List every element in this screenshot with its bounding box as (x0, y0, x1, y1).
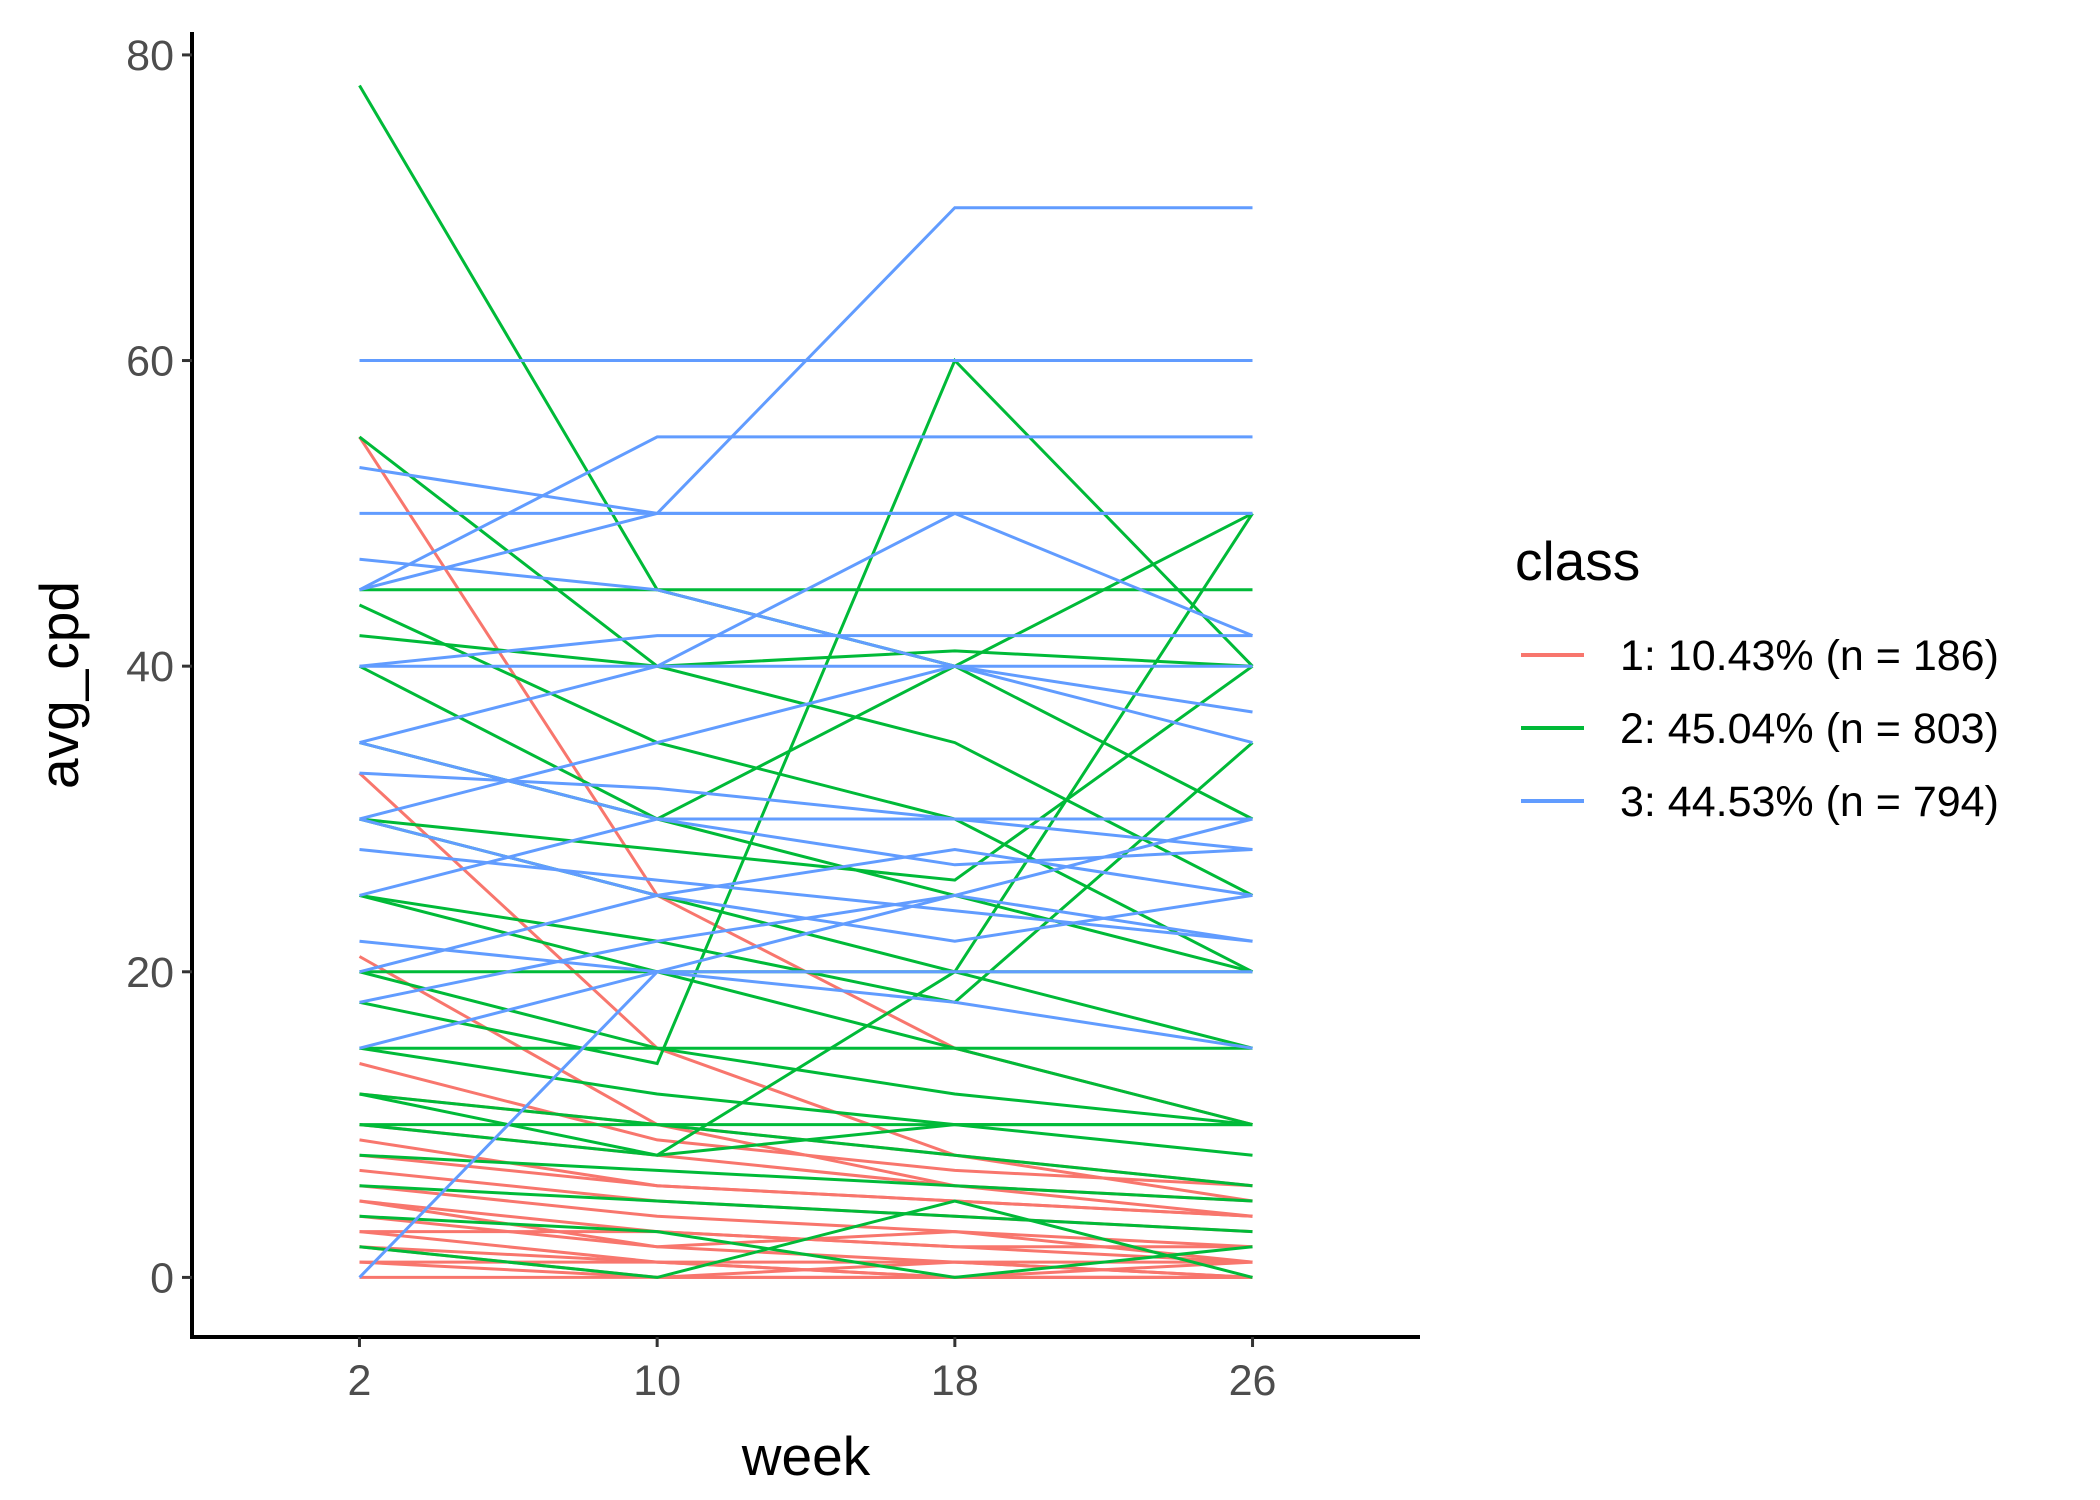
x-axis-title: week (741, 1425, 871, 1487)
legend-item: 2: 45.04% (n = 803) (1521, 705, 1999, 753)
trajectory-line (359, 511, 1254, 745)
legend-label: 1: 10.43% (n = 186) (1620, 632, 1999, 680)
trajectory-line (359, 357, 1254, 1066)
trajectory-line (359, 1062, 1253, 1188)
axes: 0 20 40 60 80 2 10 18 26 week avg_cpd (28, 32, 1420, 1487)
x-tick-label: 2 (347, 1357, 371, 1405)
trajectory-line (359, 634, 1253, 668)
y-tick-label: 60 (126, 338, 174, 386)
trajectory-line (359, 848, 1253, 943)
legend: class 1: 10.43% (n = 186) 2: 45.04% (n = … (1515, 530, 1999, 826)
y-tick-label: 0 (150, 1254, 174, 1302)
y-tick-label: 40 (126, 643, 174, 691)
trajectory-line (359, 817, 1253, 943)
trajectory-line (359, 1199, 1253, 1279)
trajectory-line (359, 466, 1253, 515)
trajectory-line (359, 1153, 1253, 1203)
x-tick-label: 10 (633, 1357, 681, 1405)
legend-label: 2: 45.04% (n = 803) (1620, 705, 1999, 753)
legend-item: 1: 10.43% (n = 186) (1521, 632, 1999, 680)
legend-label: 3: 44.53% (n = 794) (1620, 778, 1999, 826)
trajectory-line (359, 893, 1253, 1127)
y-tick-label: 80 (126, 32, 174, 80)
y-axis-ticks: 0 20 40 60 80 (126, 32, 192, 1302)
trajectory-line (359, 1214, 1253, 1279)
plot-area (358, 84, 1254, 1279)
trajectory-line (359, 634, 1253, 668)
trajectory-line (359, 939, 1253, 1050)
trajectory-line (359, 1184, 1253, 1234)
trajectory-line (359, 970, 1253, 1050)
trajectory-line (358, 817, 1253, 1279)
x-tick-label: 26 (1229, 1357, 1277, 1405)
x-tick-label: 18 (931, 1357, 979, 1405)
trajectory-line (359, 1153, 1253, 1218)
trajectory-line (359, 206, 1253, 592)
legend-title: class (1515, 530, 1640, 592)
trajectory-line (359, 847, 1253, 974)
legend-entries: 1: 10.43% (n = 186) 2: 45.04% (n = 803) 3:… (1521, 632, 1999, 826)
trajectory-line (359, 664, 1254, 882)
trajectory-line (359, 1046, 1253, 1157)
trajectory-line (358, 603, 1254, 974)
trajectory-line (359, 557, 1253, 745)
trajectory-line (359, 771, 1253, 851)
x-axis-ticks: 2 10 18 26 (347, 1337, 1276, 1405)
series-class-3 (358, 206, 1254, 1279)
y-tick-label: 20 (126, 949, 174, 997)
y-axis-title: avg_cpd (28, 581, 90, 789)
trajectory-line (358, 435, 1253, 592)
legend-item: 3: 44.53% (n = 794) (1521, 778, 1999, 826)
